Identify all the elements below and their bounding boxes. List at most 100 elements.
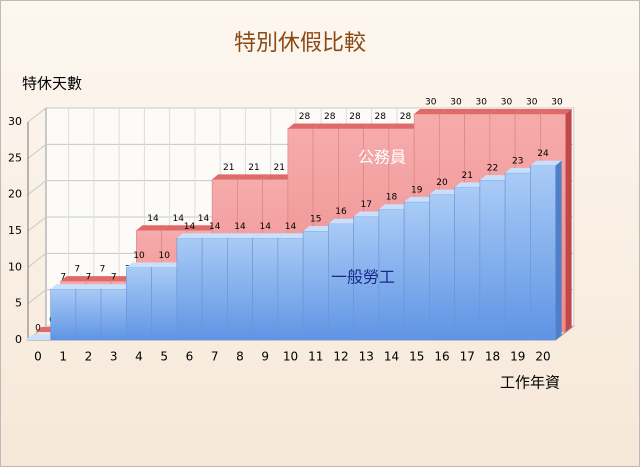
bar-top — [161, 225, 193, 231]
value-label: 10 — [159, 251, 171, 261]
value-label: 24 — [537, 149, 549, 159]
value-label: 18 — [386, 193, 398, 203]
bar-top — [186, 225, 219, 231]
bar — [75, 288, 102, 341]
value-label: 14 — [260, 222, 272, 232]
value-label: 30 — [425, 98, 437, 108]
y-axis-label: 特休天數 — [22, 75, 82, 93]
value-label: 30 — [476, 98, 488, 108]
value-label: 14 — [184, 222, 196, 232]
bar-side — [555, 160, 562, 340]
bar — [454, 187, 481, 341]
x-tick-label: 1 — [59, 350, 67, 364]
bar — [151, 267, 178, 341]
x-tick-label: 10 — [283, 350, 298, 364]
value-label: 14 — [209, 222, 221, 232]
value-label: 28 — [299, 112, 311, 122]
bar — [50, 288, 77, 341]
x-tick-label: 20 — [535, 350, 550, 364]
y-tick-label: 30 — [8, 115, 22, 128]
x-axis-label: 工作年資 — [500, 374, 560, 392]
value-label: 30 — [501, 98, 513, 108]
value-label: 22 — [487, 164, 498, 174]
bar-top — [439, 109, 471, 114]
value-label: 17 — [361, 200, 372, 210]
bar-top — [328, 218, 360, 224]
value-label: 20 — [436, 178, 448, 188]
value-label: 28 — [324, 112, 336, 122]
bar-top — [378, 204, 411, 210]
value-label: 14 — [198, 214, 210, 224]
x-tick-label: 7 — [211, 350, 219, 364]
bar-top — [505, 167, 537, 173]
value-label: 21 — [223, 163, 234, 173]
bar-top — [404, 196, 436, 202]
bar-top — [85, 276, 118, 282]
bar — [302, 230, 329, 341]
bar — [328, 223, 354, 341]
bar-top — [303, 226, 335, 231]
bar — [252, 237, 279, 341]
bar-top — [530, 160, 562, 166]
x-tick-label: 12 — [333, 350, 348, 364]
bar — [403, 201, 430, 341]
bar-top — [262, 174, 294, 180]
y-tick-label: 20 — [8, 188, 22, 201]
x-tick-label: 15 — [409, 350, 424, 364]
x-tick-label: 4 — [135, 350, 143, 364]
bar — [378, 208, 405, 341]
x-tick-label: 9 — [261, 350, 269, 364]
value-label: 0 — [35, 324, 41, 334]
value-label: 30 — [450, 98, 462, 108]
value-label: 28 — [400, 112, 412, 122]
bar-top — [25, 335, 57, 340]
bar-top — [60, 276, 92, 282]
value-label: 14 — [285, 222, 297, 232]
bar-top — [227, 233, 259, 239]
value-label: 19 — [411, 185, 423, 195]
value-label: 10 — [133, 251, 145, 261]
bar-side — [565, 109, 572, 332]
bar-top — [313, 123, 345, 129]
x-tick-label: 0 — [34, 350, 42, 364]
value-label: 23 — [512, 156, 523, 166]
value-label: 7 — [60, 273, 66, 283]
bar-top — [136, 225, 168, 231]
x-tick-label: 5 — [160, 350, 168, 364]
bar-top — [126, 262, 158, 268]
bar — [530, 165, 556, 341]
bar-top — [414, 109, 446, 114]
x-tick-label: 14 — [384, 350, 399, 364]
value-label: 30 — [526, 98, 538, 108]
y-tick-label: 15 — [8, 224, 22, 237]
bar — [277, 237, 304, 341]
value-label: 7 — [74, 265, 80, 275]
bar-top — [388, 123, 421, 129]
x-tick-label: 11 — [308, 350, 323, 364]
value-label: 21 — [462, 171, 473, 181]
grid-line — [27, 107, 574, 123]
x-tick-label: 17 — [460, 350, 475, 364]
x-tick-label: 2 — [85, 350, 93, 364]
bar-top — [50, 284, 82, 290]
series-label: 公務員 — [358, 148, 406, 167]
y-tick-label: 5 — [15, 297, 22, 310]
series-label: 一般勞工 — [331, 268, 395, 287]
value-label: 14 — [234, 222, 246, 232]
x-tick-label: 19 — [510, 350, 525, 364]
x-tick-label: 3 — [110, 350, 118, 364]
bar-top — [287, 123, 320, 129]
bar-top — [212, 174, 244, 180]
value-label: 7 — [86, 273, 92, 283]
bar-top — [454, 182, 486, 188]
bar-top — [277, 233, 310, 239]
x-tick-label: 13 — [359, 350, 374, 364]
value-label: 28 — [349, 112, 361, 122]
bar-top — [176, 233, 209, 239]
bar-top — [75, 284, 108, 290]
bar-top — [540, 109, 572, 114]
bar-top — [101, 284, 133, 290]
y-tick-label: 0 — [15, 333, 22, 346]
